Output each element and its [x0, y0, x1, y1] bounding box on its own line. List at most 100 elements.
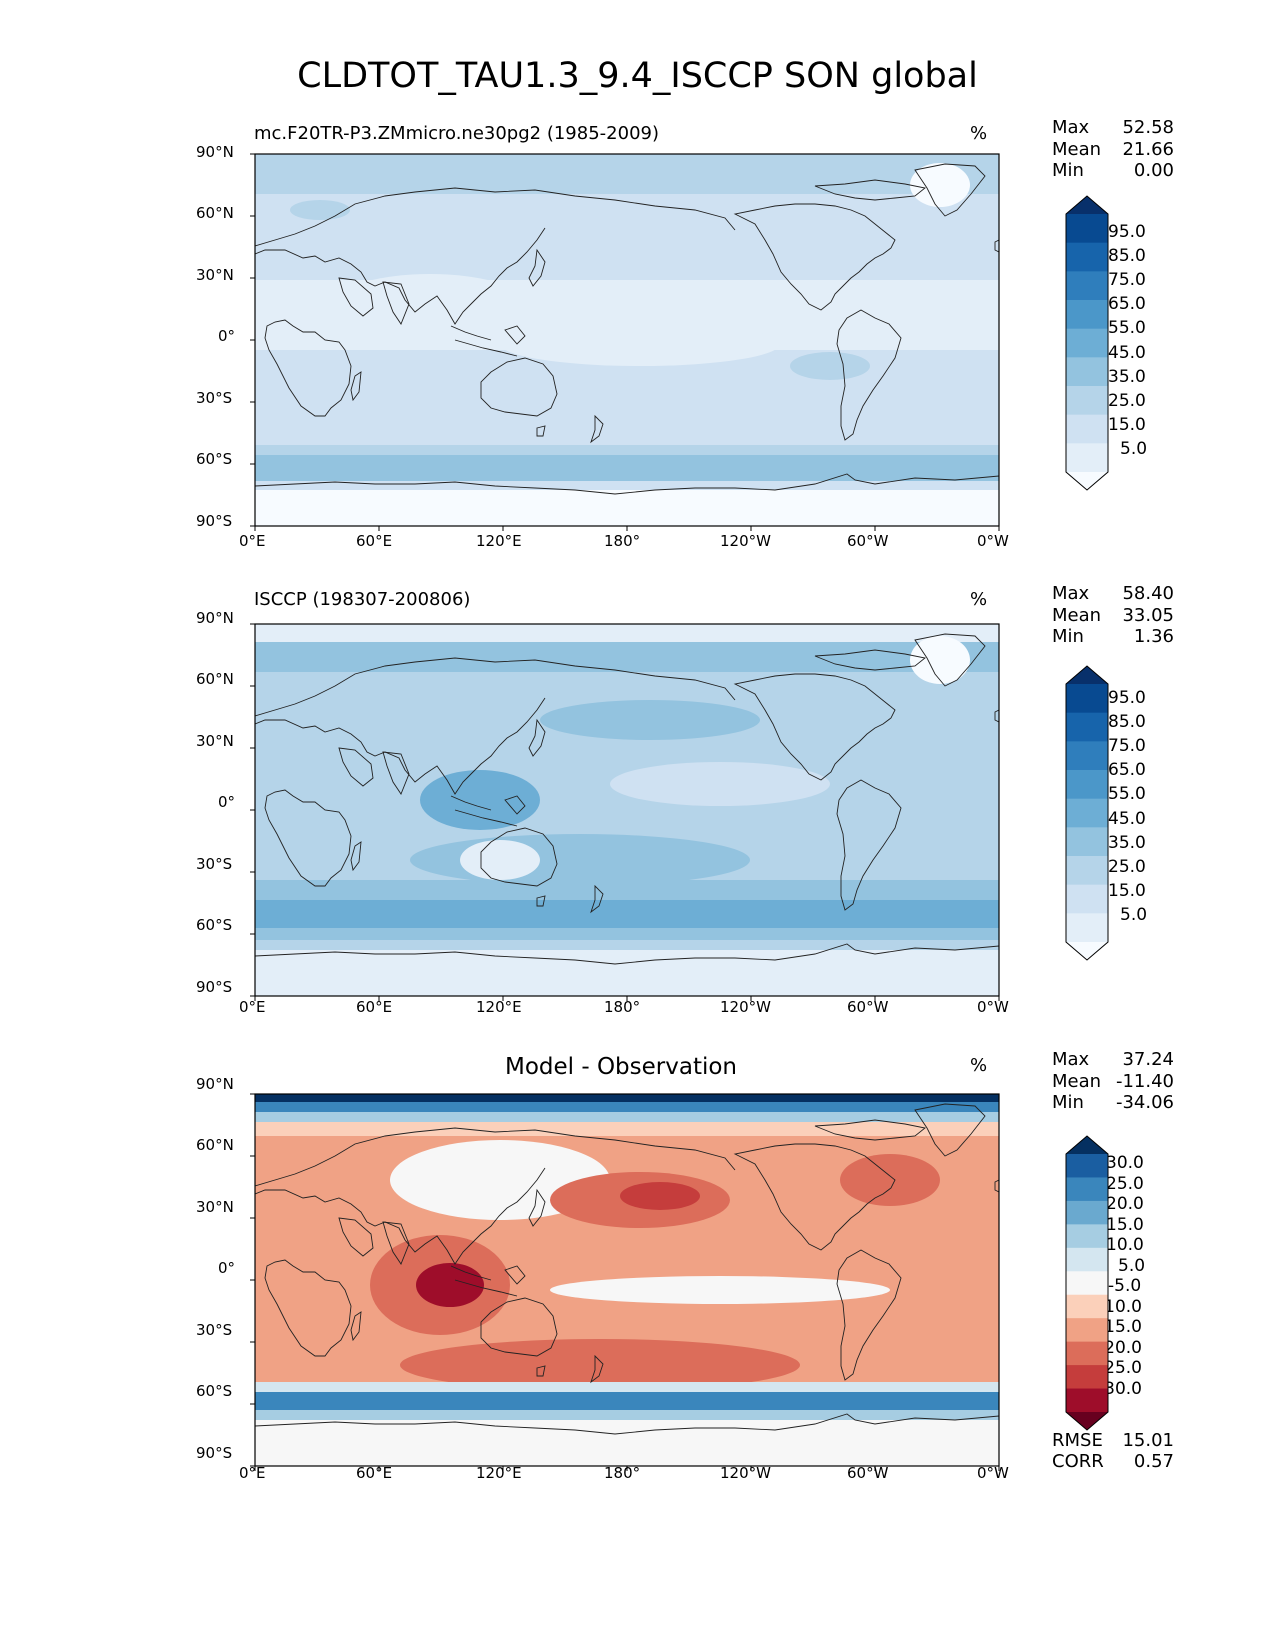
p3-lon-label: 0°E — [239, 1464, 266, 1482]
p3-colorbar-tick: 20.0 — [1106, 1194, 1144, 1214]
p2-colorbar-tick: 45.0 — [1108, 809, 1146, 829]
p1-lat-label: 0° — [218, 327, 236, 345]
p3-lat-label: 60°N — [196, 1136, 234, 1154]
p2-colorbar-tick: 65.0 — [1108, 760, 1146, 780]
p2-lon-label: 120°W — [720, 998, 771, 1016]
p3-lon-label: 120°W — [720, 1464, 771, 1482]
panel-2-stat-max-value: 58.40 — [1122, 583, 1174, 604]
p2-colorbar-tick: 95.0 — [1108, 688, 1146, 708]
colorbar-outline — [1065, 665, 1109, 961]
p1-colorbar-tick: 45.0 — [1108, 343, 1146, 363]
panel-3-stat-max-label: Max — [1052, 1049, 1090, 1070]
p3-colorbar-tick: -20.0 — [1098, 1338, 1142, 1358]
p2-colorbar-tick: 5.0 — [1120, 905, 1148, 925]
p3-lat-label: 0° — [218, 1259, 236, 1277]
p1-colorbar-tick: 55.0 — [1108, 318, 1146, 338]
panel-1-stat-min-value: 0.00 — [1133, 160, 1174, 181]
p1-colorbar-tick: 95.0 — [1108, 222, 1146, 242]
panel-3-rmse-value: 15.01 — [1122, 1430, 1174, 1451]
p2-lon-label: 0°W — [977, 998, 1009, 1016]
colorbar-segment — [1066, 1341, 1108, 1366]
colorbar-segment — [1066, 770, 1108, 800]
p1-colorbar-tick: 75.0 — [1108, 270, 1146, 290]
panel-2-stat-max-label: Max — [1052, 583, 1090, 604]
colorbar-segment — [1066, 913, 1108, 943]
p3-colorbar-tick: -30.0 — [1098, 1379, 1142, 1399]
panel-3-stat-mean-label: Mean — [1052, 1071, 1102, 1092]
p1-lon-label: 0°E — [239, 532, 266, 550]
colorbar-segment — [1066, 856, 1108, 886]
p1-lon-label: 60°W — [847, 532, 889, 550]
colorbar-segment — [1066, 1388, 1108, 1413]
colorbar-segment — [1066, 357, 1108, 387]
p3-colorbar-tick: -10.0 — [1098, 1297, 1142, 1317]
panel-3-map — [255, 1094, 999, 1466]
panel-1-units: % — [970, 123, 988, 144]
p3-colorbar-tick: 10.0 — [1106, 1235, 1144, 1255]
panel-3-stat-mean-value: -11.40 — [1115, 1071, 1174, 1092]
p1-colorbar-tick: 35.0 — [1108, 367, 1146, 387]
panel-3-stat-max-value: 37.24 — [1122, 1049, 1174, 1070]
p3-colorbar-tick: -5.0 — [1108, 1276, 1142, 1296]
p3-lon-label: 60°W — [847, 1464, 889, 1482]
colorbar-segment — [1066, 271, 1108, 301]
panel-3-corr-value: 0.57 — [1133, 1451, 1174, 1472]
colorbar-segment — [1066, 1154, 1108, 1178]
colorbar-segment — [1066, 884, 1108, 914]
panel-1-stat-max-value: 52.58 — [1122, 117, 1174, 138]
colorbar-outline — [1065, 1135, 1109, 1431]
panel-1-stat-max-label: Max — [1052, 117, 1090, 138]
p2-lat-label: 90°S — [196, 978, 233, 996]
colorbar-segment — [1066, 214, 1108, 244]
panel-3-stat-min-value: -34.06 — [1115, 1092, 1174, 1113]
panel-1-map — [255, 154, 999, 526]
colorbar-segment — [1066, 1200, 1108, 1225]
p2-lat-label: 30°S — [196, 855, 233, 873]
panel-2-stat-min-label: Min — [1052, 626, 1084, 647]
colorbar-outline — [1065, 195, 1109, 491]
p2-lat-label: 0° — [218, 793, 236, 811]
p2-lat-label: 60°N — [196, 670, 234, 688]
panel-2-colorbar — [1065, 665, 1109, 961]
figure-title: CLDTOT_TAU1.3_9.4_ISCCP SON global — [297, 56, 978, 96]
colorbar-segment — [1066, 1177, 1108, 1202]
p1-lon-label: 60°E — [356, 532, 393, 550]
colorbar-extend-bottom — [1066, 1412, 1108, 1430]
colorbar-segment — [1066, 300, 1108, 330]
p2-colorbar-tick: 55.0 — [1108, 784, 1146, 804]
colorbar-segment — [1066, 242, 1108, 272]
colorbar-segment — [1066, 1365, 1108, 1390]
p3-lon-label: 180° — [604, 1464, 641, 1482]
p2-colorbar-tick: 35.0 — [1108, 833, 1146, 853]
panel-3-colorbar — [1065, 1135, 1109, 1431]
p2-lon-label: 60°W — [847, 998, 889, 1016]
p1-lon-label: 120°W — [720, 532, 771, 550]
p2-colorbar-tick: 15.0 — [1108, 881, 1146, 901]
p2-colorbar-tick: 75.0 — [1108, 736, 1146, 756]
panel-2-units: % — [970, 589, 988, 610]
p3-colorbar-tick: 5.0 — [1118, 1256, 1146, 1276]
panel-3-rmse-label: RMSE — [1052, 1430, 1103, 1451]
p1-lon-label: 180° — [604, 532, 641, 550]
colorbar-extend-top — [1066, 196, 1108, 214]
p3-lat-label: 90°S — [196, 1444, 233, 1462]
p3-colorbar-tick: -15.0 — [1098, 1317, 1142, 1337]
panel-1-colorbar — [1065, 195, 1109, 491]
colorbar-segment — [1066, 1294, 1108, 1319]
p2-lon-label: 180° — [604, 998, 641, 1016]
colorbar-segment — [1066, 684, 1108, 714]
panel-3-stat-min-label: Min — [1052, 1092, 1084, 1113]
colorbar-segment — [1066, 386, 1108, 416]
p1-lat-label: 30°N — [196, 266, 234, 284]
p2-lon-label: 60°E — [356, 998, 393, 1016]
p3-lat-label: 30°S — [196, 1321, 233, 1339]
panel-3-corr-label: CORR — [1052, 1451, 1104, 1472]
p3-lat-label: 30°N — [196, 1198, 234, 1216]
p1-colorbar-tick: 15.0 — [1108, 415, 1146, 435]
colorbar-segment — [1066, 827, 1108, 857]
colorbar-extend-bottom — [1066, 472, 1108, 490]
p1-lon-label: 120°E — [476, 532, 522, 550]
p1-lat-label: 60°S — [196, 450, 233, 468]
colorbar-segment — [1066, 443, 1108, 473]
